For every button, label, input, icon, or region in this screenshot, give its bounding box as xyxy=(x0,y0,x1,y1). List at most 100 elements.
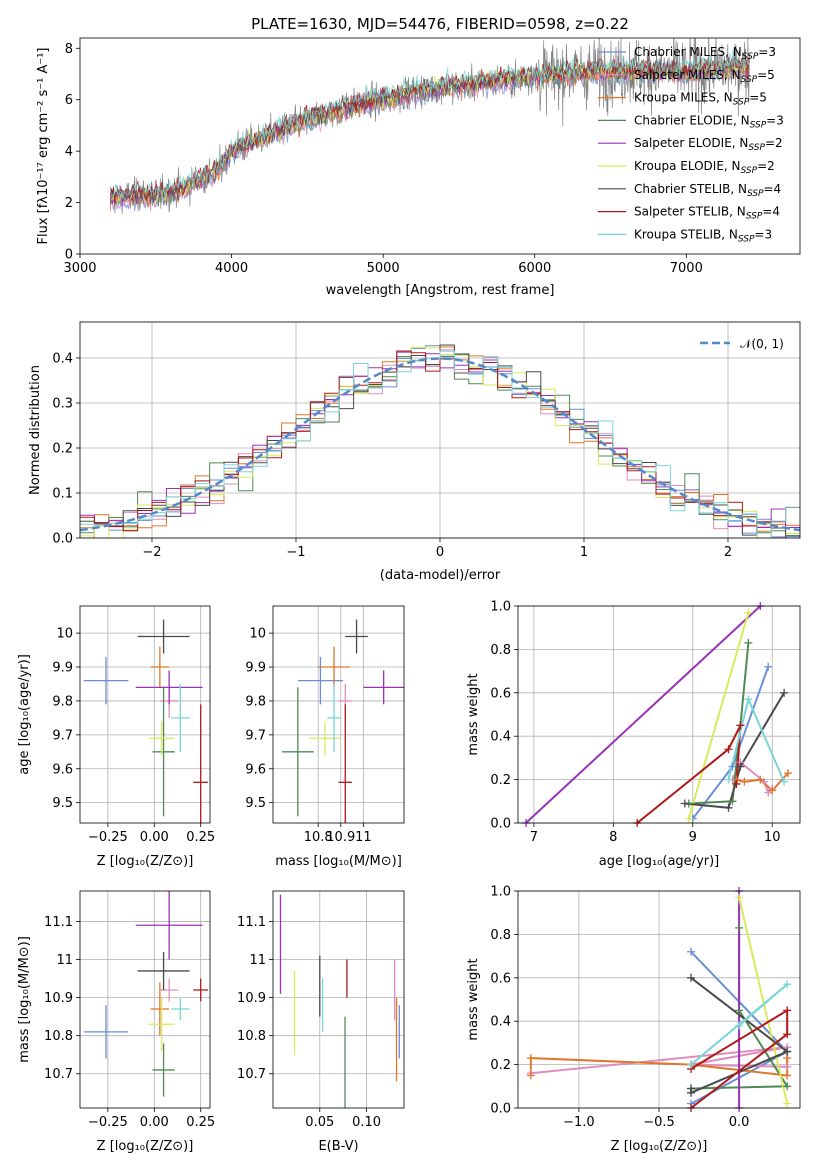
x-tick-label: 5000 xyxy=(367,261,400,276)
grid-lines xyxy=(518,890,800,1109)
x-tick-label: 0.00 xyxy=(140,830,169,845)
marker-plus xyxy=(783,980,792,989)
y-axis-label: mass weight xyxy=(466,958,481,1040)
model-spectrum-line xyxy=(109,48,750,200)
x-tick-label: 0 xyxy=(436,545,444,560)
grid-lines xyxy=(80,322,800,539)
axes-frame xyxy=(79,890,211,1109)
x-tick-label: 10.9 xyxy=(326,830,355,845)
panel-mass-weight-vs-Z: −1.0 −0.5 0.0 0.0 0.2 0.4 0.6 0.8 1.0 Z [log₁₀(Z/… xyxy=(466,885,801,1154)
legend-entry: Salpeter ELODIE, NSSP=2 xyxy=(634,136,783,153)
gaussian-curve xyxy=(80,357,800,532)
y-tick-label: 1.0 xyxy=(490,600,511,615)
marker-plus xyxy=(740,777,749,786)
marker-plus xyxy=(724,803,733,812)
mass-weight-line xyxy=(687,612,750,819)
y-axis-label: mass [log₁₀(M/M⊙)] xyxy=(17,936,32,1063)
marker-plus xyxy=(728,762,737,771)
y-tick-label: 8 xyxy=(65,42,73,57)
axes-frame xyxy=(79,321,801,539)
y-axis-label: age [log₁₀(age/yr)] xyxy=(17,654,32,775)
x-tick-label: 11 xyxy=(355,830,372,845)
axes-frame xyxy=(517,605,801,824)
x-axis-label: (data-model)/error xyxy=(380,568,501,583)
legend-entry: Chabrier MILES, NSSP=3 xyxy=(634,45,776,62)
panel-EBV: 0.05 0.10 10.7 10.8 10.9 11 11.1 E(B-V) xyxy=(237,890,405,1154)
marker-plus xyxy=(783,1006,792,1015)
y-tick-label: 10.9 xyxy=(44,991,73,1006)
y-tick-label: 0.4 xyxy=(490,1015,511,1030)
marker-plus xyxy=(764,662,773,671)
y-tick-label: 9.5 xyxy=(245,796,266,811)
y-tick-label: 11.1 xyxy=(44,915,73,930)
y-tick-label: 10.8 xyxy=(44,1029,73,1044)
plot-area xyxy=(80,344,800,538)
plot-area xyxy=(282,619,404,823)
y-tick-label: 9.7 xyxy=(245,728,266,743)
y-tick-label: 10.9 xyxy=(237,991,266,1006)
mass-weight-line xyxy=(738,897,789,1104)
y-tick-label: 9.9 xyxy=(245,661,266,676)
marker-plus xyxy=(783,1047,792,1056)
x-tick-label: 0.05 xyxy=(305,1115,334,1130)
mass-weight-line xyxy=(636,724,742,823)
y-tick-label: 10 xyxy=(56,627,73,642)
marker-plus xyxy=(783,1030,792,1039)
y-tick-label: 0 xyxy=(65,248,73,263)
x-tick-label: 6000 xyxy=(518,261,551,276)
y-tick-label: 0.2 xyxy=(490,1058,511,1073)
x-tick-label: −0.25 xyxy=(88,1115,128,1130)
axes-frame xyxy=(272,890,405,1109)
x-tick-label: −1.0 xyxy=(563,1115,595,1130)
y-tick-label: 0.0 xyxy=(52,532,73,547)
plot-area xyxy=(109,38,751,214)
legend-entry: Salpeter MILES, NSSP=5 xyxy=(634,68,775,85)
x-axis-label: age [log₁₀(age/yr)] xyxy=(599,854,720,869)
marker-plus xyxy=(687,1060,696,1069)
histogram-step-line xyxy=(80,350,800,538)
marker-plus xyxy=(744,638,753,647)
y-tick-label: 1.0 xyxy=(490,885,511,900)
grid-lines xyxy=(273,606,404,823)
marker-plus xyxy=(768,786,777,795)
figure-title: PLATE=1630, MJD=54476, FIBERID=0598, z=0… xyxy=(251,15,629,33)
axes-frame xyxy=(272,605,405,824)
y-tick-label: 2 xyxy=(65,196,73,211)
y-tick-label: 9.7 xyxy=(52,728,73,743)
plot-area xyxy=(83,619,209,823)
axes-frame xyxy=(79,37,801,255)
y-tick-label: 10.8 xyxy=(237,1029,266,1044)
y-tick-label: 10.7 xyxy=(44,1067,73,1082)
plot-area xyxy=(525,606,789,823)
y-tick-label: 10.7 xyxy=(237,1067,266,1082)
marker-plus xyxy=(780,688,789,697)
y-tick-label: 0.8 xyxy=(490,643,511,658)
x-tick-label: 8 xyxy=(609,830,617,845)
x-axis-label: Z [log₁₀(Z/Z⊙)] xyxy=(611,1139,708,1154)
y-tick-label: 11.1 xyxy=(237,915,266,930)
marker-plus xyxy=(735,893,744,902)
y-tick-label: 0.6 xyxy=(490,686,511,701)
y-tick-label: 0.0 xyxy=(490,817,511,832)
y-tick-label: 0.0 xyxy=(490,1102,511,1117)
y-axis-label: Normed distribution xyxy=(28,365,43,495)
panel-residual-histogram: −2 −1 0 1 2 0.0 0.1 0.2 0.3 0.4 𝒩(0, 1) (data-model… xyxy=(28,321,801,583)
x-tick-label: 1 xyxy=(580,545,588,560)
y-axis-label: Flux [fλ10⁻¹⁷ erg cm⁻² s⁻¹ A⁻¹] xyxy=(36,48,51,245)
marker-plus xyxy=(780,777,789,786)
y-tick-label: 11 xyxy=(56,953,73,968)
legend-entry: Chabrier STELIB, NSSP=4 xyxy=(634,182,781,199)
y-tick-label: 6 xyxy=(65,93,73,108)
x-tick-label: 10.8 xyxy=(304,830,333,845)
marker-plus xyxy=(783,1082,792,1091)
marker-plus xyxy=(783,1071,792,1080)
marker-plus xyxy=(724,775,733,784)
axes-frame xyxy=(79,605,211,824)
x-axis-label: Z [log₁₀(Z/Z⊙)] xyxy=(97,1139,194,1154)
axes-frame xyxy=(517,890,801,1109)
marker-plus xyxy=(684,814,693,823)
y-tick-label: 9.8 xyxy=(245,694,266,709)
legend-entry: Kroupa ELODIE, NSSP=2 xyxy=(634,159,775,176)
y-tick-label: 0.6 xyxy=(490,971,511,986)
